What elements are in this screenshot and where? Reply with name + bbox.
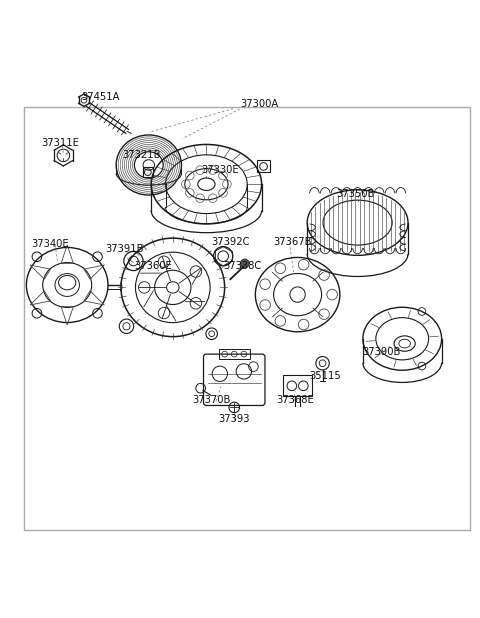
Bar	[283, 375, 312, 396]
Text: 37368E: 37368E	[276, 395, 314, 405]
Text: 37311E: 37311E	[41, 138, 79, 148]
Text: 37330E: 37330E	[202, 165, 239, 175]
Bar	[143, 167, 153, 177]
Bar	[219, 349, 250, 360]
Text: 37338C: 37338C	[223, 261, 262, 271]
Text: 37390B: 37390B	[362, 347, 401, 357]
Circle shape	[240, 259, 249, 268]
Bar	[24, 108, 470, 530]
Text: 37350B: 37350B	[336, 189, 374, 199]
Bar	[257, 160, 270, 172]
Text: 37451A: 37451A	[82, 92, 120, 102]
Text: 37393: 37393	[218, 415, 250, 425]
Text: 37367B: 37367B	[274, 237, 312, 247]
Text: 37370B: 37370B	[192, 395, 230, 405]
Text: 37321B: 37321B	[122, 150, 161, 161]
Text: 37360E: 37360E	[134, 261, 172, 271]
Text: 37392C: 37392C	[211, 237, 250, 247]
Text: 37300A: 37300A	[240, 98, 278, 109]
Text: 37391B: 37391B	[106, 244, 144, 254]
Text: 37340E: 37340E	[31, 239, 69, 249]
Text: 35115: 35115	[310, 371, 341, 381]
